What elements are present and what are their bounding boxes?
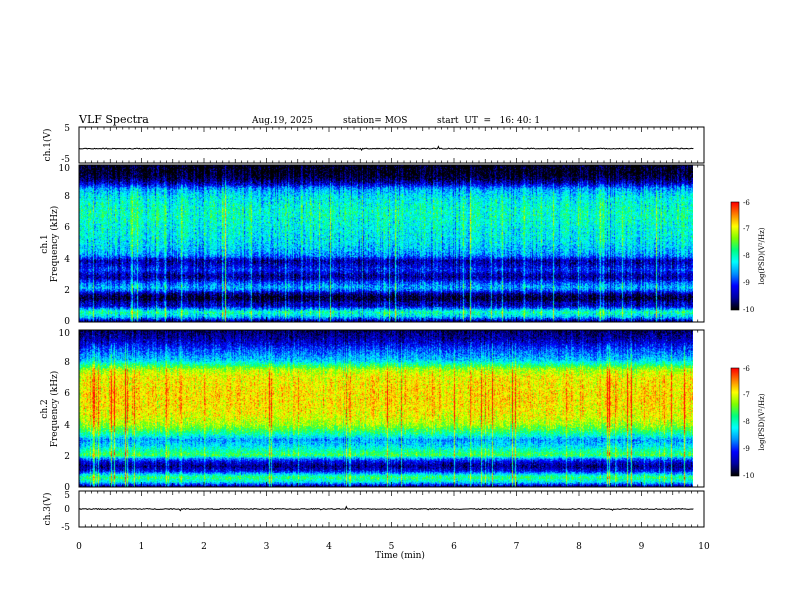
- date-label: Aug.19, 2025: [251, 116, 313, 126]
- figure-title: VLF Spectra: [78, 113, 149, 126]
- x-tick-label: 9: [639, 542, 645, 552]
- ch1-ytick-4: 4: [64, 255, 70, 265]
- x-tick-label: 6: [451, 542, 457, 552]
- ch2-spectrogram-frame: [78, 329, 705, 488]
- ch2-cbar-tick-2: -8: [743, 418, 750, 426]
- ch2-colorbar-label: log(PSD)(V²/Hz): [758, 393, 766, 450]
- x-tick-label: 7: [514, 542, 520, 552]
- ch3-voltage-ytick-top: 5: [64, 491, 70, 501]
- ch3-voltage-ytick-bottom: -5: [61, 523, 70, 533]
- x-tick-label: 4: [326, 542, 332, 552]
- ch2-spectrogram-image: [79, 330, 693, 487]
- ch2-cbar-tick-4: -10: [743, 472, 754, 480]
- ch1-colorbar-gradient: [731, 202, 739, 310]
- x-axis-label: Time (min): [375, 550, 425, 561]
- ch1-ylabel-frequency: Frequency (kHz): [49, 206, 60, 283]
- x-tick-label: 0: [76, 542, 82, 552]
- ch1-voltage-trace: [78, 145, 694, 152]
- station-label: station= MOS: [343, 116, 407, 126]
- x-tick-label: 5: [389, 542, 395, 552]
- ch1-voltage-ytick-top: 5: [64, 124, 70, 134]
- ch1-cbar-tick-3: -9: [743, 279, 750, 287]
- ch1-cbar-tick-1: -7: [743, 225, 750, 233]
- start-ut-label: start UT = 16: 40: 1: [437, 116, 540, 126]
- x-axis-tick-labels: 0 1 2 3 4 5 6 7 8 9 10: [76, 542, 710, 552]
- ch1-voltage-ytick-bottom: -5: [61, 155, 70, 165]
- x-tick-label: 3: [264, 542, 270, 552]
- ch1-ytick-0: 0: [64, 317, 70, 327]
- ch3-voltage-ytick-zero: 0: [64, 505, 70, 515]
- x-tick-label: 10: [698, 542, 710, 552]
- ch3-voltage-panel: 5 0 -5 ch.3(V): [42, 490, 705, 533]
- ch2-ytick-4: 4: [64, 421, 70, 431]
- ch3-voltage-frame: [78, 490, 705, 528]
- ch1-voltage-ylabel: ch.1(V): [42, 129, 53, 162]
- x-tick-label: 1: [139, 542, 145, 552]
- ch1-colorbar: -6 -7 -8 -9 -10 log(PSD)(V²/Hz): [730, 199, 766, 314]
- ch2-ytick-6: 6: [64, 389, 70, 399]
- ch1-ytick-10: 10: [59, 164, 71, 174]
- ch1-spectrogram-image: [79, 165, 693, 322]
- ch1-ytick-6: 6: [64, 223, 70, 233]
- ch2-cbar-tick-1: -7: [743, 391, 750, 399]
- ch1-cbar-tick-4: -10: [743, 306, 754, 314]
- ch3-voltage-ylabel: ch.3(V): [42, 493, 53, 526]
- ch1-spectrogram-panel: 0 2 4 6 8 10 ch.1 Frequency (kHz): [40, 164, 705, 327]
- ch1-colorbar-label: log(PSD)(V²/Hz): [758, 227, 766, 284]
- ch2-cbar-tick-3: -9: [743, 445, 750, 453]
- ch2-colorbar: -6 -7 -8 -9 -10 log(PSD)(V²/Hz): [730, 365, 766, 480]
- x-tick-label: 2: [201, 542, 207, 552]
- ch3-voltage-trace: [78, 505, 694, 512]
- ch2-ylabel-channel: ch.2: [40, 399, 50, 418]
- ch1-ylabel-channel: ch.1: [40, 234, 50, 253]
- ch1-spectrogram-frame: [78, 164, 705, 323]
- ch2-ylabel-frequency: Frequency (kHz): [49, 371, 60, 448]
- ch2-ytick-8: 8: [64, 358, 70, 368]
- ch2-cbar-tick-0: -6: [743, 365, 750, 373]
- ch1-cbar-tick-2: -8: [743, 252, 750, 260]
- ch1-voltage-panel: 5 -5 ch.1(V): [42, 124, 705, 165]
- ch1-voltage-frame: [78, 126, 705, 164]
- ch2-colorbar-gradient: [731, 368, 739, 476]
- ch1-ytick-2: 2: [64, 286, 70, 296]
- ch2-spectrogram-panel: 0 2 4 6 8 10 ch.2 Frequency (kHz): [40, 329, 705, 493]
- ch1-ytick-8: 8: [64, 192, 70, 202]
- ch1-cbar-tick-0: -6: [743, 199, 750, 207]
- x-tick-label: 8: [576, 542, 582, 552]
- ch2-ytick-10: 10: [59, 329, 71, 339]
- ch2-ytick-0: 0: [64, 483, 70, 493]
- ch2-ytick-2: 2: [64, 452, 70, 462]
